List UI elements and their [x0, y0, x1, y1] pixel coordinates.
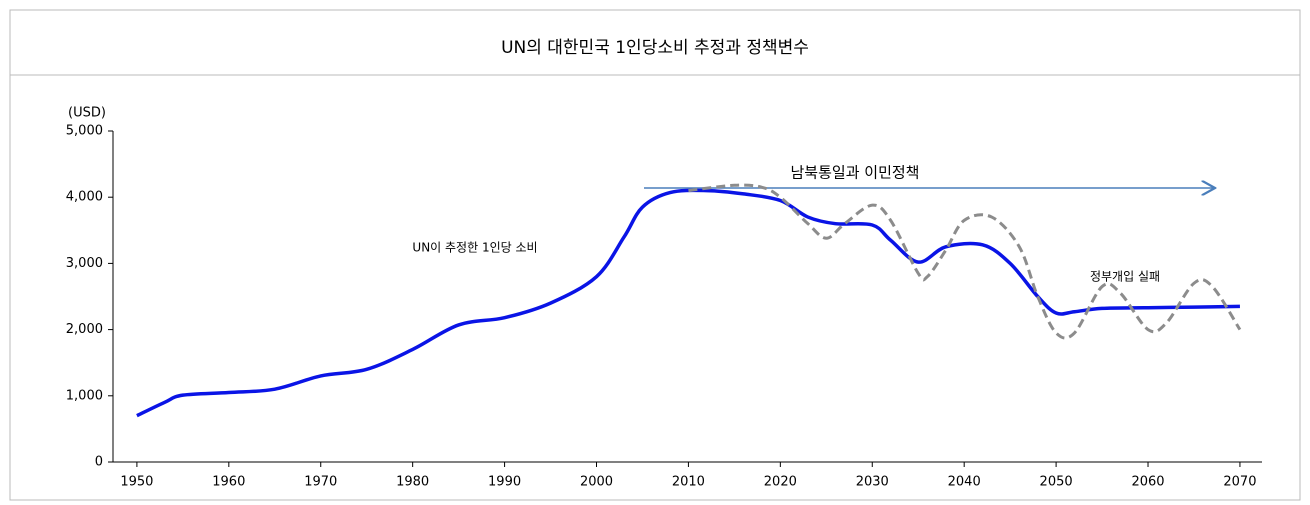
frame [9, 9, 1301, 501]
y-tick-label: 0 [95, 455, 103, 470]
x-tick-label: 1960 [212, 475, 245, 490]
x-tick-label: 1970 [304, 475, 337, 490]
x-tick-label: 2070 [1223, 475, 1256, 490]
x-tick-label: 2040 [948, 475, 981, 490]
x-tick-label: 2020 [764, 475, 797, 490]
y-axis-label: (USD) [68, 106, 106, 121]
series-line [136, 188, 1240, 418]
x-tick-label: 2030 [856, 475, 889, 490]
chart-title: UN의 대한민국 1인당소비 추정과 정책변수 [501, 38, 809, 58]
annotation: 남북통일과 이민정책 [791, 164, 920, 182]
x-tick-label: 1990 [488, 475, 521, 490]
y-tick-label: 3,000 [66, 256, 103, 271]
x-tick-label: 1950 [120, 475, 153, 490]
x-tick-label: 2050 [1040, 475, 1073, 490]
y-tick-label: 5,000 [66, 124, 103, 139]
y-tick-label: 1,000 [66, 388, 103, 403]
annotation: UN이 추정한 1인당 소비 [412, 241, 537, 255]
annotation: 정부개입 실패 [1090, 270, 1160, 284]
series-line [688, 183, 1242, 340]
y-tick-label: 4,000 [66, 190, 103, 205]
x-tick-label: 1980 [396, 475, 429, 490]
y-tick-label: 2,000 [66, 322, 103, 337]
x-tick-label: 2000 [580, 475, 613, 490]
x-tick-label: 2060 [1131, 475, 1164, 490]
x-tick-label: 2010 [672, 475, 705, 490]
